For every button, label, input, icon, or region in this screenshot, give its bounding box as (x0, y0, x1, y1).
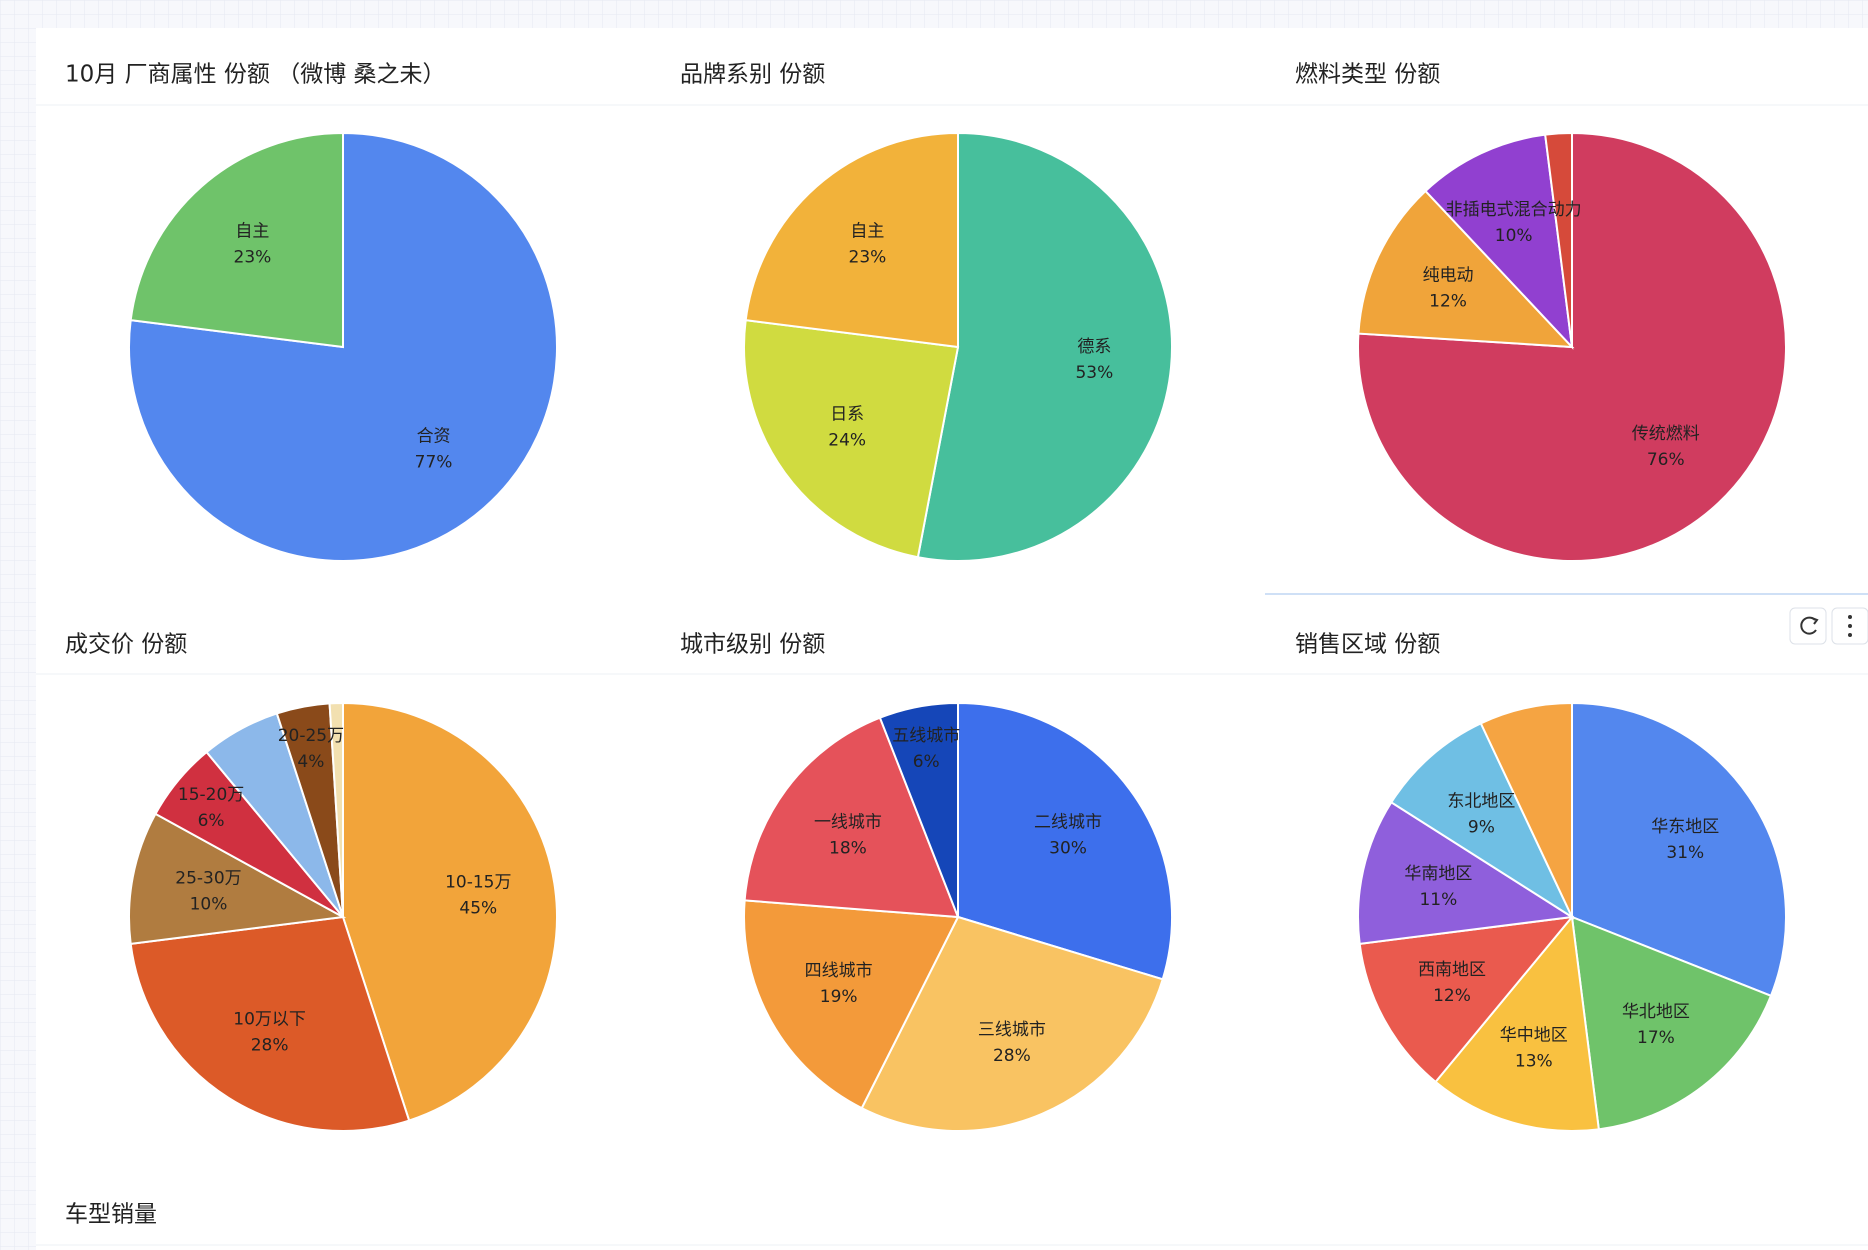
chart-title: 城市级别 份额 (680, 632, 825, 658)
value-label: 10% (190, 894, 228, 914)
pie-slice (128, 131, 558, 562)
pie-slice (129, 915, 411, 1132)
chart-title: 销售区域 份额 (1295, 632, 1440, 658)
value-label: 6% (913, 752, 940, 772)
slice-label: 二线城市 (1034, 812, 1102, 832)
value-label: 6% (198, 811, 225, 831)
slice-label: 25-30万 (175, 868, 241, 888)
slice-label: 20-25万 (278, 726, 344, 746)
refresh-arrow (1811, 617, 1819, 625)
value-label: 12% (1433, 986, 1471, 1006)
slice-label: 华北地区 (1622, 1002, 1690, 1022)
dot (1848, 624, 1852, 628)
slice-label: 10-15万 (445, 873, 511, 893)
pie-slice (957, 701, 1173, 981)
pie-slice (1571, 701, 1787, 998)
value-label: 31% (1666, 843, 1704, 863)
value-label: 10% (1495, 226, 1533, 246)
chart-title: 成交价 份额 (65, 632, 187, 658)
value-label: 17% (1637, 1028, 1675, 1048)
dot (1848, 633, 1852, 637)
value-label: 23% (234, 247, 272, 267)
pie-slice (128, 812, 347, 945)
pie-slice (1570, 915, 1773, 1131)
slice-label: 自主 (850, 221, 884, 241)
pie-slice (1479, 701, 1573, 918)
pie-slice (1544, 131, 1573, 348)
value-label: 45% (459, 899, 497, 919)
value-label: 9% (1468, 817, 1495, 837)
pie-slice (1434, 914, 1600, 1132)
value-label: 18% (829, 838, 867, 858)
section-title: 车型销量 (65, 1202, 157, 1228)
slice-label: 一线城市 (814, 812, 882, 832)
value-label: 30% (1049, 838, 1087, 858)
pie-slice (1424, 133, 1574, 350)
pie-slice (129, 131, 344, 349)
value-label: 77% (415, 453, 453, 473)
pie-slice (744, 131, 959, 349)
value-label: 28% (251, 1036, 289, 1056)
pie-slice (328, 701, 344, 918)
value-label: 53% (1075, 363, 1113, 383)
value-label: 11% (1419, 890, 1457, 910)
slice-label: 东北地区 (1447, 791, 1515, 811)
value-label: 24% (828, 431, 866, 451)
pie-slice (1357, 131, 1787, 562)
slice-label: 合资 (417, 427, 451, 447)
value-label: 13% (1515, 1052, 1553, 1072)
slice-label: 华中地区 (1500, 1026, 1568, 1046)
value-label: 12% (1429, 292, 1467, 312)
slice-label: 五线城市 (892, 726, 960, 746)
pie-slice (743, 319, 960, 559)
slice-label: 日系 (830, 405, 864, 425)
chart-title: 燃料类型 份额 (1295, 62, 1440, 88)
pie-slice (878, 701, 959, 918)
pie-slice (860, 915, 1164, 1132)
slice-label: 自主 (235, 221, 269, 241)
slice-label: 传统燃料 (1632, 424, 1700, 444)
pie-slice (1357, 800, 1575, 945)
pie-slice (743, 716, 960, 919)
pie-slice (1357, 189, 1575, 349)
slice-label: 德系 (1077, 337, 1111, 357)
value-label: 19% (820, 987, 858, 1007)
slice-label: 纯电动 (1423, 266, 1474, 286)
slice-label: 四线城市 (805, 961, 873, 981)
refresh-button[interactable] (1789, 607, 1827, 645)
pie-slice (342, 701, 558, 1122)
slice-label: 非插电式混合动力 (1446, 200, 1582, 220)
value-label: 23% (849, 247, 887, 267)
button-frame[interactable] (1789, 607, 1827, 645)
slice-label: 华南地区 (1404, 864, 1472, 884)
value-label: 28% (993, 1046, 1031, 1066)
slice-label: 西南地区 (1418, 960, 1486, 980)
refresh-icon (1800, 616, 1817, 635)
value-label: 4% (297, 752, 324, 772)
chart-title: 品牌系别 份额 (680, 62, 825, 88)
pie-slice (916, 131, 1173, 562)
separators (36, 104, 1868, 1246)
more-button[interactable] (1831, 607, 1868, 645)
slice-label: 15-20万 (178, 785, 244, 805)
slice-label: 10万以下 (233, 1010, 306, 1030)
pie-slice (743, 899, 960, 1110)
slice-label: 华东地区 (1651, 817, 1719, 837)
value-label: 76% (1647, 450, 1685, 470)
chart-title: 10月 厂商属性 份额 （微博 桑之未） (65, 62, 446, 88)
slice-label: 三线城市 (978, 1020, 1046, 1040)
pie-slice (1358, 915, 1575, 1084)
dot (1848, 615, 1852, 619)
pie-slice (1389, 722, 1575, 920)
